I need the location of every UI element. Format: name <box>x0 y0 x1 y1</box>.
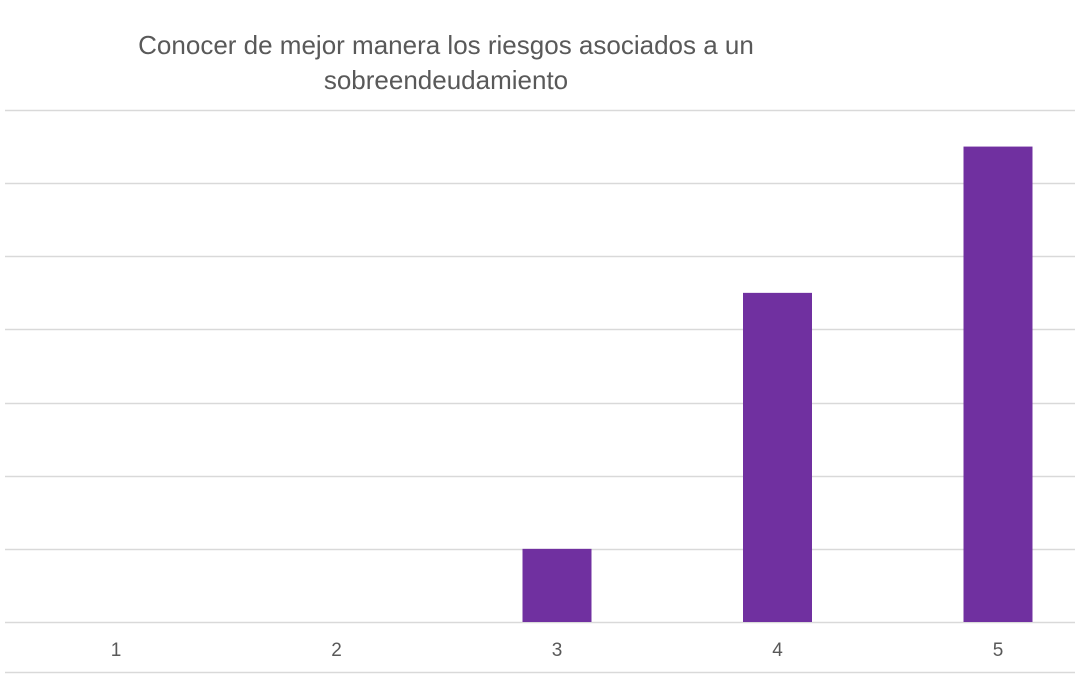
bar-5 <box>963 146 1033 623</box>
x-tick-label-3: 3 <box>552 640 563 661</box>
bar-3 <box>522 548 592 622</box>
x-tick-label-1: 1 <box>111 640 122 661</box>
chart-title: Conocer de mejor manera los riesgos asoc… <box>138 30 754 95</box>
x-tick-label-5: 5 <box>993 640 1004 661</box>
bar-4 <box>743 292 812 622</box>
x-tick-label-2: 2 <box>331 640 342 661</box>
bars <box>522 146 1033 623</box>
x-tick-label-4: 4 <box>772 640 783 661</box>
x-axis-tick-labels: 1 2 3 4 5 <box>111 640 1004 661</box>
